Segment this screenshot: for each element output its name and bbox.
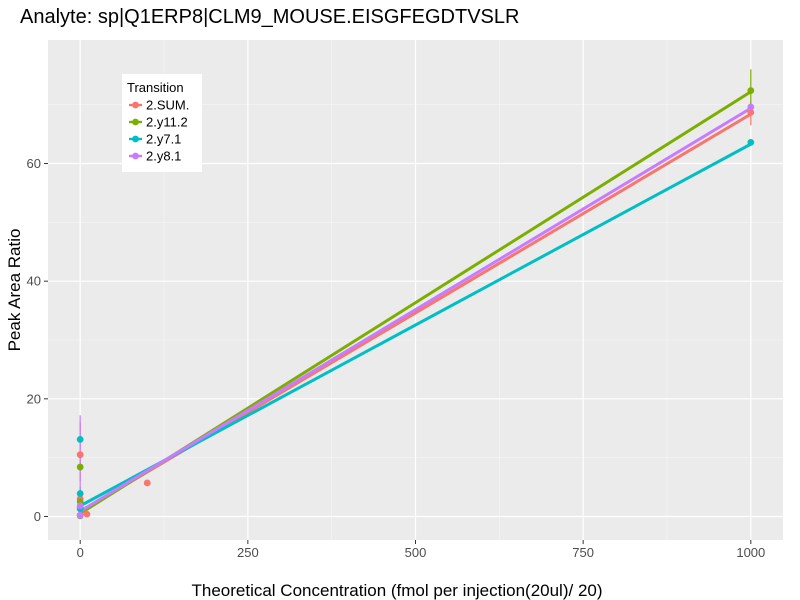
data-point [747,87,755,94]
data-point [747,108,755,116]
data-point [83,510,91,518]
y-tick-label: 60 [27,156,41,171]
y-tick-label: 40 [27,274,41,289]
data-point [143,479,151,487]
y-axis-title: Peak Area Ratio [5,229,24,352]
data-point [747,103,755,111]
legend-key-point [132,135,139,143]
chart-title: Analyte: sp|Q1ERP8|CLM9_MOUSE.EISGFEGDTV… [20,6,519,28]
fit-line [79,106,752,513]
legend-label: 2.y7.1 [146,132,181,147]
axis-tick-labels: 0 250 500 750 1000 0 20 40 60 [27,156,766,560]
data-point [76,490,84,497]
data-point [76,511,84,519]
x-tick-label: 250 [237,545,259,560]
axis-ticks [44,163,752,544]
legend-key-point [132,118,139,126]
data-points [76,87,755,520]
data-point [76,451,84,459]
legend: Transition 2.SUM. 2.y11.2 2.y7.1 2.y8.1 [122,74,202,172]
data-point [76,436,84,443]
legend-label: 2.y11.2 [146,115,188,130]
legend-title: Transition [127,80,184,95]
x-axis-title: Theoretical Concentration (fmol per inje… [191,581,602,600]
data-point [747,138,755,146]
legend-label: 2.SUM. [146,98,189,113]
x-tick-label: 750 [572,545,594,560]
grid-major [48,40,783,540]
legend-label: 2.y8.1 [146,149,181,164]
y-tick-label: 0 [34,509,41,524]
legend-items: 2.SUM. 2.y11.2 2.y7.1 2.y8.1 [129,98,189,164]
data-point [76,463,84,471]
legend-key-point [132,152,139,160]
data-point [76,502,84,510]
fit-lines [79,90,752,515]
x-tick-label: 500 [405,545,427,560]
x-tick-label: 1000 [736,545,765,560]
x-tick-label: 0 [77,545,84,560]
legend-key-point [132,101,139,109]
y-tick-label: 20 [27,391,41,406]
